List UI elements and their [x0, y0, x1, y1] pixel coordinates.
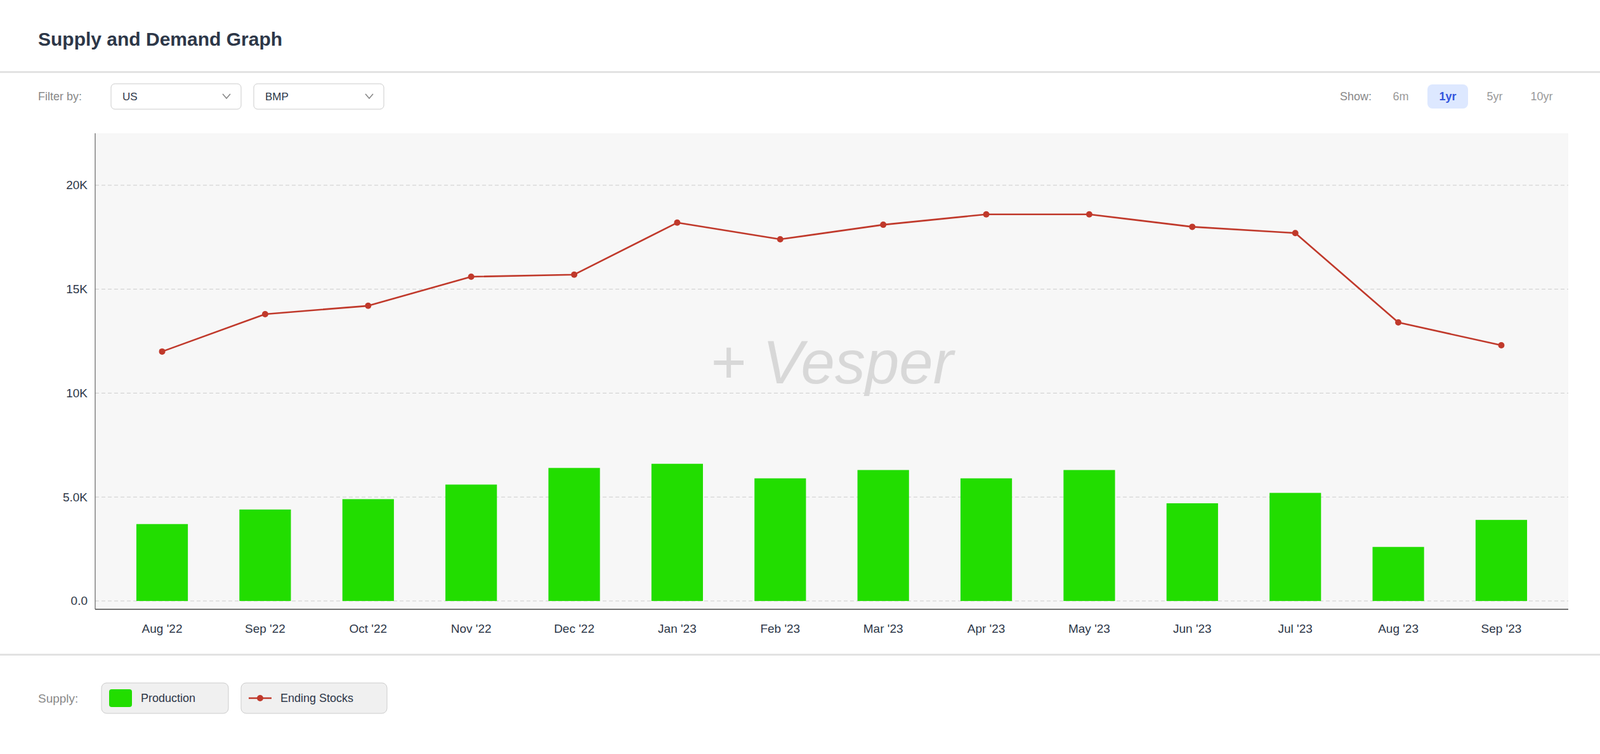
x-tick-label: Apr '23 [967, 621, 1006, 636]
y-tick-label: 0.0 [71, 593, 88, 608]
x-tick-label: Aug '23 [1377, 621, 1419, 636]
background [0, 0, 1600, 754]
x-tick-label: Feb '23 [760, 621, 800, 636]
x-tick-label: Sep '22 [244, 621, 286, 636]
line-marker [364, 302, 372, 309]
dropdown-chevron [365, 93, 374, 99]
x-tick-label: Aug '22 [142, 621, 183, 636]
legend-item[interactable]: Ending Stocks [241, 682, 387, 714]
bar [1063, 470, 1115, 601]
watermark: + Vesper [709, 327, 956, 396]
bar [1166, 503, 1219, 601]
show-option-text[interactable]: 6m [1392, 90, 1409, 103]
show-option[interactable]: 10yr [1530, 90, 1553, 103]
grid-line [95, 288, 1569, 290]
x-axis-line [95, 608, 1569, 610]
y-tick-label: 10K [65, 386, 88, 400]
divider [0, 653, 1600, 656]
x-tick-label: Jul '23 [1278, 621, 1313, 636]
x-tick-label: Jan '23 [657, 621, 697, 636]
legend-item[interactable]: Production [101, 682, 229, 714]
x-tick-label: Nov '22 [451, 621, 492, 636]
title: Supply and Demand Graph [38, 28, 283, 50]
line-marker [1292, 229, 1299, 237]
line [162, 214, 1502, 352]
legend-pill[interactable] [101, 682, 229, 714]
show-option-text[interactable]: 10yr [1530, 90, 1553, 103]
show-label: Show: [1339, 90, 1372, 103]
bar [548, 467, 600, 601]
grid-line [95, 496, 1569, 498]
y-axis-line [95, 133, 96, 610]
line-marker [879, 221, 887, 228]
chart: Supply and Demand Graph Filter by: US BMP Sh… [0, 0, 1600, 754]
bar [1269, 492, 1321, 601]
line-marker [983, 211, 990, 218]
bar [1475, 519, 1528, 601]
plot-background [95, 133, 1569, 610]
grid [95, 185, 1569, 601]
line-marker [1497, 341, 1505, 349]
line-marker [262, 310, 269, 318]
dropdown-text: US [122, 90, 138, 103]
bar [239, 509, 291, 601]
show-option-selected[interactable] [1427, 84, 1469, 109]
x-tick-label: Sep '23 [1481, 621, 1522, 636]
y-tick-label: 15K [65, 282, 88, 296]
data-marks [136, 211, 1528, 601]
show-option[interactable]: 6m [1392, 90, 1409, 103]
show-option[interactable]: 1yr [1427, 84, 1469, 109]
show-option-text[interactable]: 1yr [1438, 90, 1456, 103]
bar [754, 478, 806, 601]
dropdown[interactable]: US [111, 83, 242, 110]
dropdown-box[interactable] [111, 83, 242, 110]
dropdown-chevron [222, 93, 231, 99]
line-marker [1395, 319, 1402, 326]
filter-label: Filter by: [38, 90, 82, 103]
legend-swatch-marker [256, 694, 264, 702]
y-tick-label: 20K [65, 178, 88, 192]
grid-line [95, 600, 1569, 601]
legend-pill[interactable] [241, 682, 387, 714]
legend-title: Supply: [38, 691, 79, 705]
line-marker [1188, 223, 1196, 230]
bar [651, 463, 703, 601]
line-marker [777, 236, 784, 243]
bar [1372, 546, 1424, 601]
divider [0, 71, 1600, 73]
bar [342, 498, 394, 601]
dropdown[interactable]: BMP [253, 83, 384, 110]
line-marker [159, 348, 166, 355]
bar [857, 470, 910, 601]
line-marker [673, 219, 681, 226]
grid-line [95, 184, 1569, 186]
bar [960, 478, 1012, 601]
show-option-text[interactable]: 5yr [1486, 90, 1503, 103]
bar [445, 484, 497, 601]
line-marker [1086, 211, 1093, 218]
y-tick-label: 5.0K [62, 490, 88, 504]
x-tick-label: Oct '22 [348, 621, 387, 636]
line-marker [570, 271, 578, 278]
x-tick-label: Mar '23 [863, 621, 904, 636]
legend-label: Ending Stocks [280, 691, 354, 705]
show-option[interactable]: 5yr [1486, 90, 1503, 103]
bar [136, 524, 188, 601]
x-tick-label: Dec '22 [553, 621, 595, 636]
dropdown-text: BMP [265, 90, 289, 103]
x-tick-label: Jun '23 [1173, 621, 1212, 636]
legend-swatch [109, 688, 132, 707]
x-tick-label: May '23 [1068, 621, 1111, 636]
legend-label: Production [140, 691, 196, 705]
dropdown-box[interactable] [253, 83, 384, 110]
line-marker [468, 273, 475, 280]
